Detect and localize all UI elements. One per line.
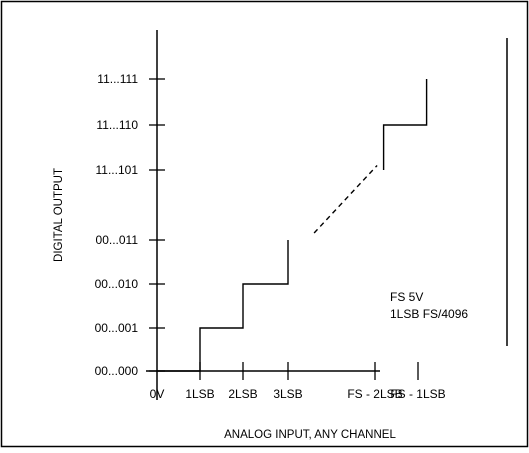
x-axis-title: ANALOG INPUT, ANY CHANNEL — [224, 429, 396, 441]
y-axis-title: DIGITAL OUTPUT — [53, 168, 65, 262]
x-tick-label: 2LSB — [228, 387, 257, 401]
x-tick-label: FS - 1LSB — [390, 387, 445, 401]
y-tick-label: 00...001 — [95, 321, 139, 335]
x-tick-label: 3LSB — [273, 387, 302, 401]
y-tick-label: 11...101 — [96, 163, 139, 177]
series-staircase — [157, 240, 289, 372]
series-group — [157, 79, 428, 372]
series-staircase — [382, 79, 428, 170]
x-tick-label: FS - 2LSB — [347, 387, 402, 401]
y-tick-label: 11...111 — [97, 72, 138, 86]
x-tick-label: 0V — [150, 387, 165, 401]
series-dashed-segment — [313, 165, 378, 234]
y-tick-label: 00...011 — [96, 233, 139, 247]
y-tick-group: 00...000 00...001 00...010 00...011 11...101… — [95, 72, 165, 378]
y-tick-label: 00...000 — [95, 364, 139, 378]
y-tick-label: 11...110 — [96, 118, 138, 132]
x-tick-label: 1LSB — [185, 387, 214, 401]
y-tick-label: 00...010 — [95, 277, 139, 291]
annotation-fs: FS 5V — [390, 290, 423, 304]
annotation-lsb: 1LSB FS/4096 — [390, 307, 468, 321]
